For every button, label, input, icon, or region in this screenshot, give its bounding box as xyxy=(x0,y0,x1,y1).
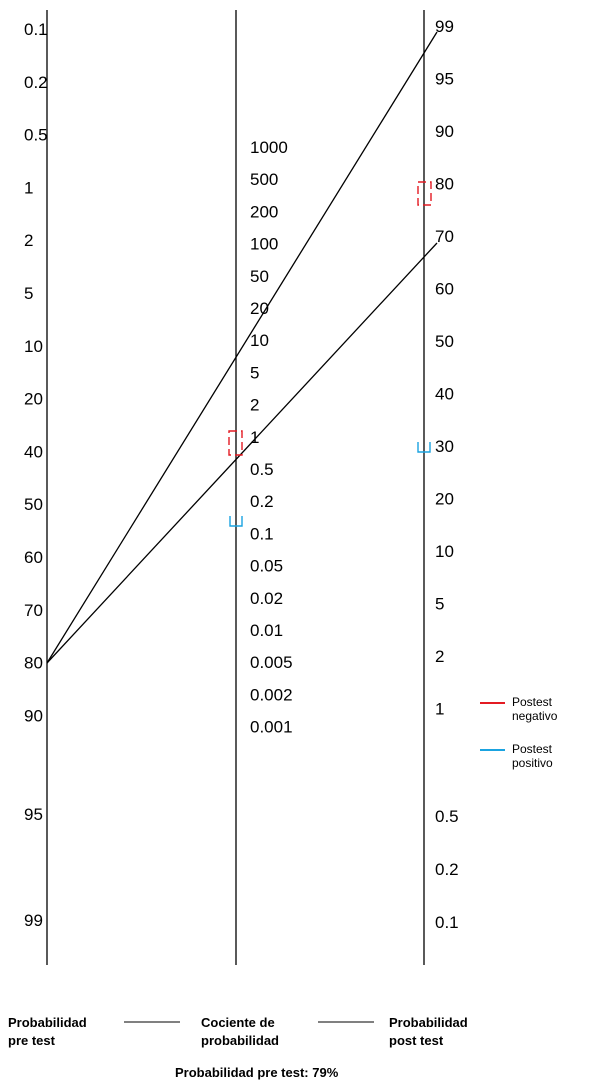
posttest-tick-label: 80 xyxy=(435,175,454,194)
pretest-tick-label: 80 xyxy=(24,654,43,673)
pretest-tick-label: 99 xyxy=(24,911,43,930)
likelihood-title-line1: Cociente de xyxy=(201,1015,275,1030)
posttest-positive-marker xyxy=(417,442,431,453)
pretest-tick-label: 0.2 xyxy=(24,73,48,92)
pretest-tick-label: 0.1 xyxy=(24,20,48,39)
likelihood-tick-label: 0.02 xyxy=(250,589,283,608)
legend-label-negative: Postest negativo xyxy=(512,695,558,723)
pretest-title-line2: pre test xyxy=(8,1033,55,1048)
likelihood-tick-label: 0.01 xyxy=(250,621,283,640)
pretest-tick-label: 70 xyxy=(24,601,43,620)
likelihood-tick-label: 0.002 xyxy=(250,685,293,704)
likelihood-tick-label: 0.2 xyxy=(250,492,274,511)
likelihood-tick-label: 10 xyxy=(250,331,269,350)
pretest-tick-label: 5 xyxy=(24,284,33,303)
negative-result-line xyxy=(46,31,438,664)
pretest-axis-title: Probabilidad pre test xyxy=(8,1014,87,1050)
likelihood-tick-label: 1000 xyxy=(250,138,288,157)
positive-result-line xyxy=(46,242,438,664)
likelihood-negative-marker xyxy=(228,430,243,456)
legend-label-positive: Postest positivo xyxy=(512,742,553,770)
posttest-tick-label: 40 xyxy=(435,385,454,404)
posttest-tick-label: 10 xyxy=(435,542,454,561)
pretest-tick-label: 95 xyxy=(24,805,43,824)
pretest-tick-label: 0.5 xyxy=(24,126,48,145)
legend-swatch-positive xyxy=(480,749,505,751)
likelihood-tick-label: 0.001 xyxy=(250,718,293,737)
posttest-tick-label: 1 xyxy=(435,700,444,719)
likelihood-axis-title: Cociente de probabilidad xyxy=(201,1014,279,1050)
posttest-tick-label: 0.2 xyxy=(435,860,459,879)
posttest-tick-label: 30 xyxy=(435,437,454,456)
likelihood-tick-label: 0.005 xyxy=(250,653,293,672)
posttest-tick-label: 2 xyxy=(435,647,444,666)
pretest-tick-group: 0.1 0.2 0.5 1 2 5 10 20 40 50 60 70 80 90 95 99 xyxy=(24,20,48,930)
posttest-tick-label: 95 xyxy=(435,70,454,89)
likelihood-tick-label: 0.5 xyxy=(250,460,274,479)
posttest-tick-label: 5 xyxy=(435,595,444,614)
posttest-tick-label: 70 xyxy=(435,227,454,246)
likelihood-title-line2: probabilidad xyxy=(201,1033,279,1048)
likelihood-tick-label: 500 xyxy=(250,170,278,189)
likelihood-tick-label: 1 xyxy=(250,428,259,447)
pretest-tick-label: 50 xyxy=(24,495,43,514)
pretest-caption: Probabilidad pre test: 79% xyxy=(175,1065,339,1080)
likelihood-tick-label: 2 xyxy=(250,396,259,415)
markers-group xyxy=(228,181,432,527)
posttest-title-line1: Probabilidad xyxy=(389,1015,468,1030)
pretest-tick-label: 1 xyxy=(24,178,33,197)
posttest-tick-label: 20 xyxy=(435,490,454,509)
posttest-tick-label: 0.5 xyxy=(435,807,459,826)
posttest-tick-label: 50 xyxy=(435,332,454,351)
pretest-tick-label: 2 xyxy=(24,231,33,250)
pretest-tick-label: 20 xyxy=(24,390,43,409)
legend-swatch-negative xyxy=(480,702,505,704)
pretest-tick-label: 10 xyxy=(24,337,43,356)
pretest-tick-label: 90 xyxy=(24,706,43,725)
posttest-axis-title: Probabilidad post test xyxy=(389,1014,468,1050)
pretest-title-line1: Probabilidad xyxy=(8,1015,87,1030)
likelihood-tick-label: 50 xyxy=(250,267,269,286)
result-lines-group xyxy=(46,31,438,664)
likelihood-tick-label: 0.1 xyxy=(250,524,274,543)
likelihood-tick-group: 1000 500 200 100 50 20 10 5 2 1 0.5 0.2 0.1 0.05 0.02 0… xyxy=(250,138,293,737)
posttest-tick-label: 0.1 xyxy=(435,913,459,932)
likelihood-tick-label: 0.05 xyxy=(250,557,283,576)
posttest-tick-label: 99 xyxy=(435,17,454,36)
posttest-title-line2: post test xyxy=(389,1033,444,1048)
posttest-tick-label: 60 xyxy=(435,280,454,299)
posttest-negative-marker xyxy=(417,181,432,206)
likelihood-tick-label: 5 xyxy=(250,363,259,382)
likelihood-tick-label: 20 xyxy=(250,299,269,318)
likelihood-positive-marker xyxy=(229,516,243,527)
likelihood-tick-label: 200 xyxy=(250,202,278,221)
likelihood-tick-label: 100 xyxy=(250,235,278,254)
posttest-tick-label: 90 xyxy=(435,122,454,141)
pretest-tick-label: 40 xyxy=(24,442,43,461)
pretest-tick-label: 60 xyxy=(24,548,43,567)
posttest-tick-group: 99 95 90 80 70 60 50 40 30 20 10 5 2 1 0.5 0.2 0.1 xyxy=(435,17,459,932)
